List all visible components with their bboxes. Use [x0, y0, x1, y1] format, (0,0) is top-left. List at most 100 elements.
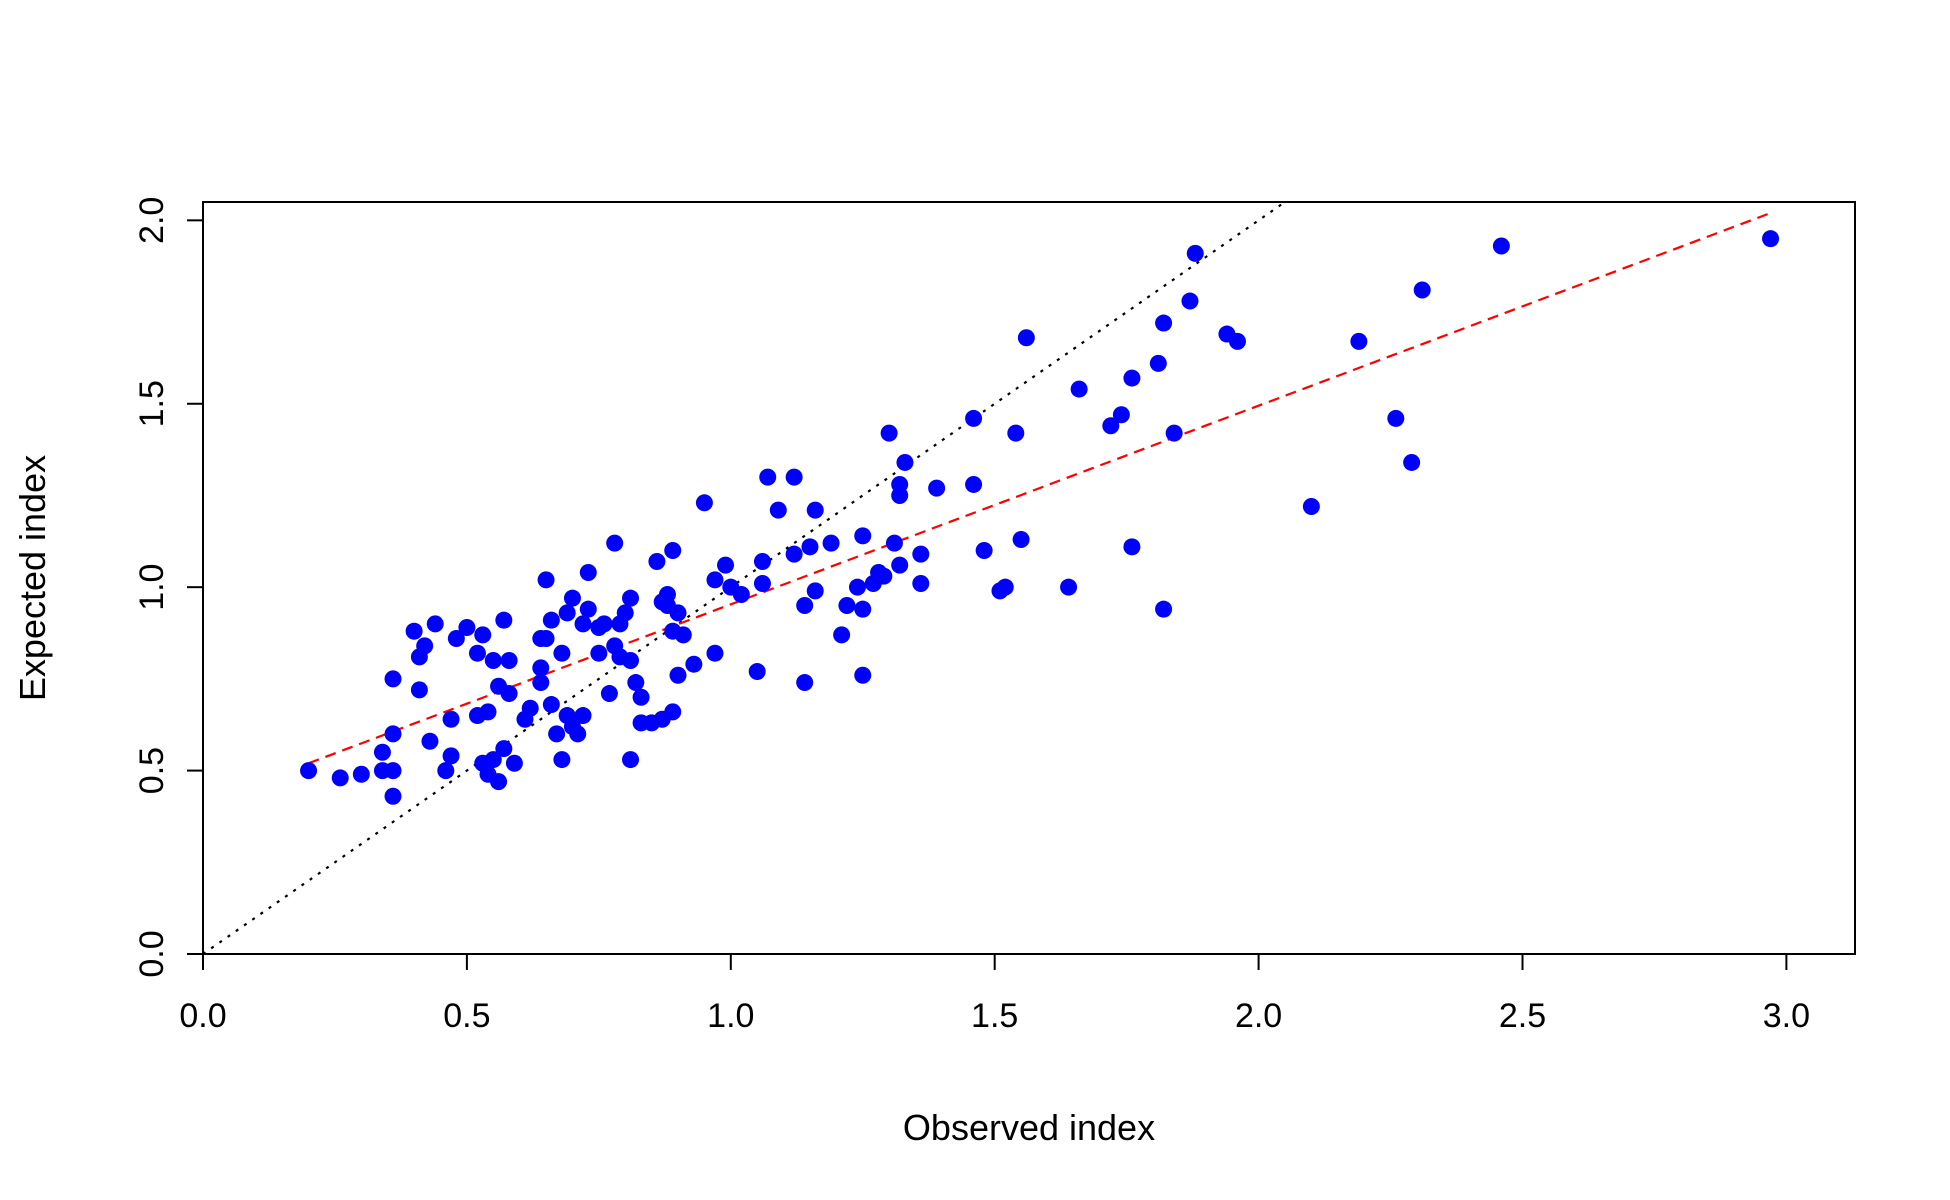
data-point	[833, 626, 851, 644]
data-point	[606, 534, 624, 552]
data-point	[875, 567, 893, 585]
data-point	[785, 468, 803, 486]
data-point	[410, 681, 428, 699]
data-point	[574, 615, 592, 633]
data-point	[490, 773, 508, 791]
data-point	[785, 545, 803, 563]
data-point	[532, 659, 550, 677]
data-point	[384, 762, 402, 780]
data-point	[854, 527, 872, 545]
x-axis: 0.0 0.5 1.0 1.5 2.0 2.5 3.0	[179, 953, 1810, 1035]
data-point	[748, 663, 766, 681]
data-point	[732, 586, 750, 604]
data-point	[600, 685, 618, 703]
data-point	[648, 552, 666, 570]
y-axis: 0.0 0.5 1.0 1.5 2.0	[133, 197, 204, 978]
data-point	[500, 685, 518, 703]
data-point	[965, 409, 983, 427]
data-point	[300, 762, 318, 780]
data-point	[484, 751, 502, 769]
data-point	[384, 787, 402, 805]
data-point	[885, 534, 903, 552]
data-point	[1228, 332, 1246, 350]
data-point	[532, 674, 550, 692]
x-tick-label: 0.5	[443, 997, 490, 1035]
data-point	[579, 563, 597, 581]
data-point	[627, 674, 645, 692]
data-point	[1060, 578, 1078, 596]
data-point	[896, 453, 914, 471]
data-point	[521, 699, 539, 717]
data-point	[975, 541, 993, 559]
data-point	[854, 666, 872, 684]
data-point	[590, 644, 608, 662]
data-point	[706, 571, 724, 589]
data-point	[505, 754, 523, 772]
data-point	[1762, 230, 1780, 248]
data-point	[891, 486, 909, 504]
data-point	[880, 424, 898, 442]
data-point	[912, 575, 930, 593]
data-point	[632, 688, 650, 706]
data-point	[1123, 369, 1141, 387]
data-point	[384, 725, 402, 743]
data-point	[373, 743, 391, 761]
data-point	[447, 630, 465, 648]
data-point	[996, 578, 1014, 596]
data-point	[848, 578, 866, 596]
y-tick-label: 1.0	[133, 564, 171, 611]
data-point	[1350, 332, 1368, 350]
y-tick-label: 0.5	[133, 747, 171, 794]
reference-lines	[203, 202, 1771, 954]
data-point	[569, 725, 587, 743]
data-point	[669, 666, 687, 684]
data-point	[1112, 406, 1130, 424]
data-point	[1102, 417, 1120, 435]
data-point	[458, 619, 476, 637]
data-point	[537, 630, 555, 648]
data-point	[563, 589, 581, 607]
data-point	[331, 769, 349, 787]
data-point	[1165, 424, 1183, 442]
data-point	[664, 541, 682, 559]
identity-line	[203, 202, 1286, 954]
data-point	[495, 611, 513, 629]
data-point	[1017, 329, 1035, 347]
plot-frame	[202, 201, 1856, 955]
data-point	[1149, 354, 1167, 372]
data-point	[838, 597, 856, 615]
data-point	[1007, 424, 1025, 442]
data-point	[1403, 453, 1421, 471]
data-point	[695, 494, 713, 512]
data-point	[769, 501, 787, 519]
data-point	[479, 703, 497, 721]
data-point	[553, 644, 571, 662]
x-tick-label: 2.0	[1235, 997, 1282, 1035]
data-point	[484, 652, 502, 670]
data-point	[796, 597, 814, 615]
data-point	[537, 571, 555, 589]
data-point	[1070, 380, 1088, 398]
data-point	[717, 556, 735, 574]
data-point	[622, 751, 640, 769]
data-point	[1181, 292, 1199, 310]
data-point	[474, 626, 492, 644]
data-point	[891, 556, 909, 574]
x-tick-label: 3.0	[1763, 997, 1810, 1035]
data-point	[1186, 244, 1204, 262]
data-points	[300, 230, 1780, 805]
y-tick-label: 2.0	[133, 197, 171, 244]
x-tick-label: 1.5	[971, 997, 1018, 1035]
x-tick-label: 2.5	[1499, 997, 1546, 1035]
data-point	[674, 626, 692, 644]
data-point	[1413, 281, 1431, 299]
data-point	[822, 534, 840, 552]
data-point	[1492, 237, 1510, 255]
data-point	[622, 652, 640, 670]
x-tick-label: 1.0	[707, 997, 754, 1035]
data-point	[542, 696, 560, 714]
data-point	[854, 600, 872, 618]
data-point	[796, 674, 814, 692]
data-point	[706, 644, 724, 662]
data-point	[1155, 600, 1173, 618]
